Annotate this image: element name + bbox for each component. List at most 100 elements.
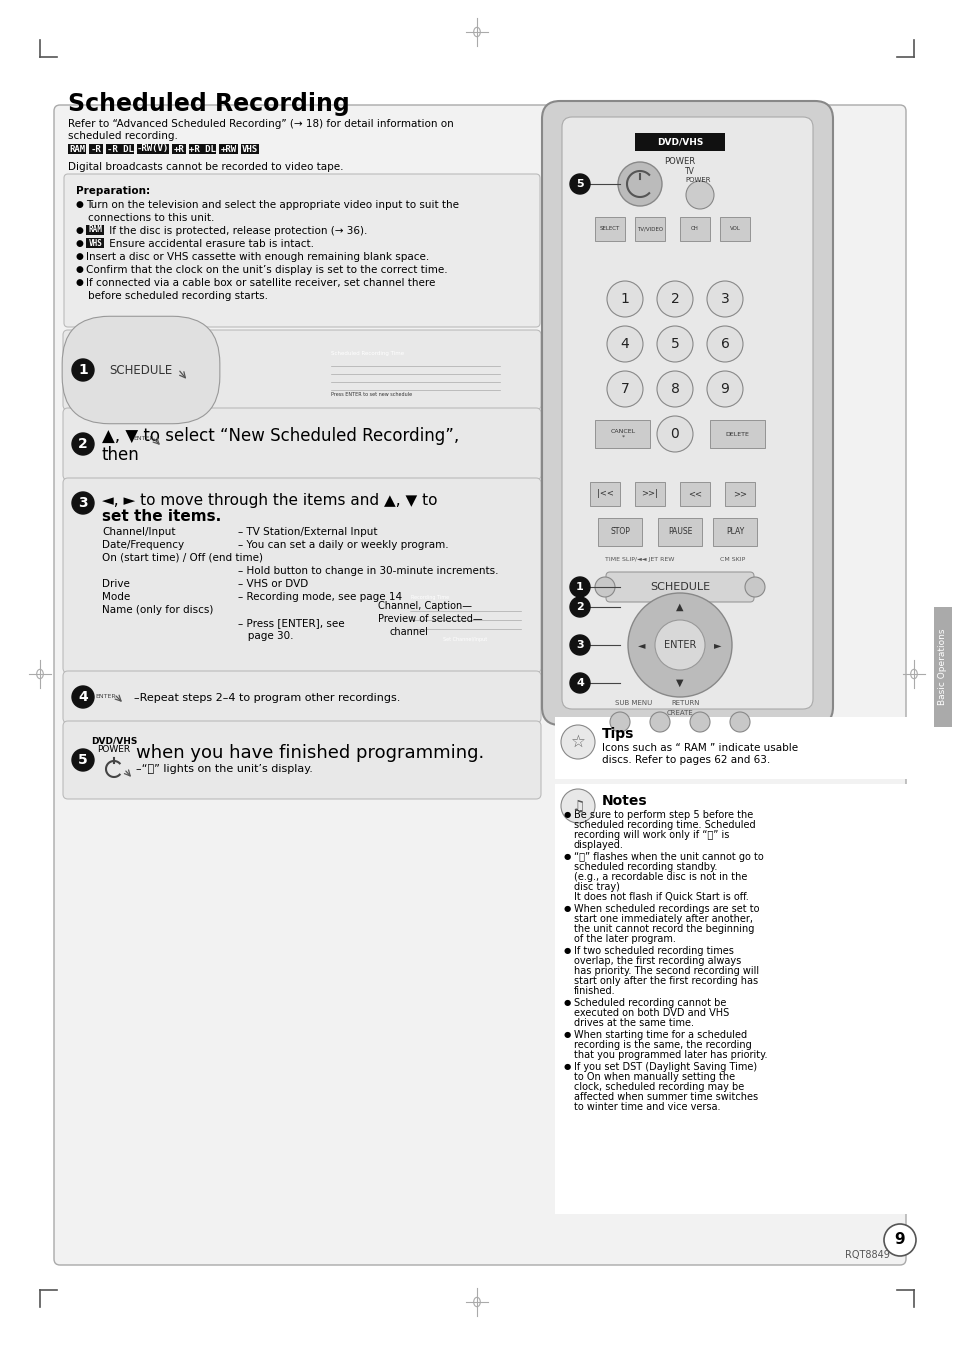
Text: clock, scheduled recording may be: clock, scheduled recording may be: [574, 1082, 743, 1092]
Text: ●: ●: [563, 946, 571, 955]
Bar: [679, 217, 709, 241]
Text: SCHEDULE: SCHEDULE: [649, 582, 709, 591]
FancyBboxPatch shape: [63, 330, 540, 409]
Text: –“ⓩ” lights on the unit’s display.: –“ⓩ” lights on the unit’s display.: [136, 764, 313, 775]
Circle shape: [71, 432, 94, 455]
Text: 3: 3: [576, 640, 583, 651]
Text: start only after the first recording has: start only after the first recording has: [574, 977, 758, 986]
Text: “ⓩ” flashes when the unit cannot go to: “ⓩ” flashes when the unit cannot go to: [574, 853, 763, 862]
Text: ●: ●: [76, 226, 84, 234]
Text: the unit cannot record the beginning: the unit cannot record the beginning: [574, 924, 754, 933]
Text: VOL: VOL: [729, 226, 740, 232]
Text: CH: CH: [690, 226, 699, 232]
Text: 5: 5: [576, 179, 583, 189]
FancyBboxPatch shape: [63, 478, 540, 674]
Circle shape: [744, 577, 764, 597]
Text: TV/VIDEO: TV/VIDEO: [637, 226, 662, 232]
FancyBboxPatch shape: [63, 671, 540, 723]
Text: Turn on the television and select the appropriate video input to suit the: Turn on the television and select the ap…: [86, 199, 458, 210]
Bar: [172, 144, 186, 154]
Bar: [595, 217, 624, 241]
Text: PAUSE: PAUSE: [667, 528, 692, 536]
Text: Scheduled recording cannot be: Scheduled recording cannot be: [574, 998, 725, 1008]
Bar: [720, 217, 749, 241]
Bar: [709, 420, 764, 449]
Bar: [598, 519, 641, 546]
Text: 1: 1: [619, 292, 629, 306]
Circle shape: [655, 620, 704, 669]
Circle shape: [657, 282, 692, 317]
Text: – Hold button to change in 30-minute increments.: – Hold button to change in 30-minute inc…: [237, 566, 498, 577]
Text: disc tray): disc tray): [574, 882, 619, 892]
Text: of the later program.: of the later program.: [574, 933, 675, 944]
Circle shape: [657, 416, 692, 453]
Text: When starting time for a scheduled: When starting time for a scheduled: [574, 1030, 746, 1040]
Text: 4: 4: [576, 678, 583, 688]
Bar: [86, 225, 105, 234]
Text: ●: ●: [563, 998, 571, 1008]
Circle shape: [71, 360, 94, 381]
Circle shape: [569, 674, 589, 692]
Text: 4: 4: [78, 690, 88, 704]
Text: finished.: finished.: [574, 986, 615, 995]
Text: CREATE: CREATE: [666, 710, 693, 717]
Circle shape: [609, 713, 629, 731]
Text: Icons such as “ RAM ” indicate usable: Icons such as “ RAM ” indicate usable: [601, 744, 798, 753]
Text: executed on both DVD and VHS: executed on both DVD and VHS: [574, 1008, 728, 1018]
Text: RETURN: RETURN: [671, 700, 700, 706]
Text: If two scheduled recording times: If two scheduled recording times: [574, 946, 733, 956]
Text: +RW: +RW: [220, 144, 236, 154]
Text: -R DL: -R DL: [107, 144, 133, 154]
Text: POWER: POWER: [684, 176, 710, 183]
Text: 5: 5: [670, 337, 679, 352]
Bar: [635, 217, 664, 241]
Text: STOP: STOP: [609, 528, 629, 536]
FancyBboxPatch shape: [64, 174, 539, 327]
Text: has priority. The second recording will: has priority. The second recording will: [574, 966, 759, 977]
Text: Drive: Drive: [102, 579, 130, 589]
Text: Channel/Input: Channel/Input: [102, 527, 175, 537]
FancyBboxPatch shape: [63, 721, 540, 799]
Bar: [589, 482, 619, 506]
Text: 9: 9: [894, 1233, 904, 1247]
Text: ●: ●: [563, 853, 571, 861]
Text: RQT8849: RQT8849: [844, 1250, 889, 1259]
Text: Be sure to perform step 5 before the: Be sure to perform step 5 before the: [574, 810, 753, 820]
Text: Date/Frequency: Date/Frequency: [102, 540, 184, 550]
Text: – You can set a daily or weekly program.: – You can set a daily or weekly program.: [237, 540, 448, 550]
Text: ENTER: ENTER: [133, 436, 154, 442]
Text: scheduled recording standby.: scheduled recording standby.: [574, 862, 717, 872]
Text: CANCEL
*: CANCEL *: [610, 428, 635, 439]
Bar: [68, 144, 87, 154]
Text: -RW(V): -RW(V): [136, 144, 169, 154]
Text: +R DL: +R DL: [189, 144, 216, 154]
Bar: [328, 350, 502, 358]
Bar: [328, 350, 502, 397]
Text: – VHS or DVD: – VHS or DVD: [237, 579, 308, 589]
Text: TIME SLIP/◄◄ JET REW: TIME SLIP/◄◄ JET REW: [604, 558, 674, 562]
Text: 5: 5: [78, 753, 88, 766]
Circle shape: [729, 713, 749, 731]
Text: overlap, the first recording always: overlap, the first recording always: [574, 956, 740, 966]
Text: VHS: VHS: [89, 238, 102, 248]
FancyBboxPatch shape: [541, 101, 832, 725]
FancyBboxPatch shape: [63, 408, 540, 480]
Bar: [658, 519, 701, 546]
Bar: [669, 742, 688, 752]
Text: ●: ●: [76, 238, 84, 248]
Text: ▲: ▲: [676, 602, 683, 612]
Text: then: then: [102, 446, 139, 463]
Text: RAM: RAM: [89, 225, 102, 234]
FancyBboxPatch shape: [605, 572, 753, 602]
Text: 2: 2: [78, 436, 88, 451]
Circle shape: [627, 593, 731, 696]
Text: Tips: Tips: [601, 727, 634, 741]
Text: -R: -R: [91, 144, 102, 154]
Text: Confirm that the clock on the unit’s display is set to the correct time.: Confirm that the clock on the unit’s dis…: [86, 265, 447, 275]
Text: drives at the same time.: drives at the same time.: [574, 1018, 693, 1028]
Text: 7: 7: [620, 383, 629, 396]
Circle shape: [657, 370, 692, 407]
Text: POWER: POWER: [97, 745, 131, 754]
Text: to On when manually setting the: to On when manually setting the: [574, 1072, 735, 1082]
Text: ●: ●: [76, 199, 84, 209]
